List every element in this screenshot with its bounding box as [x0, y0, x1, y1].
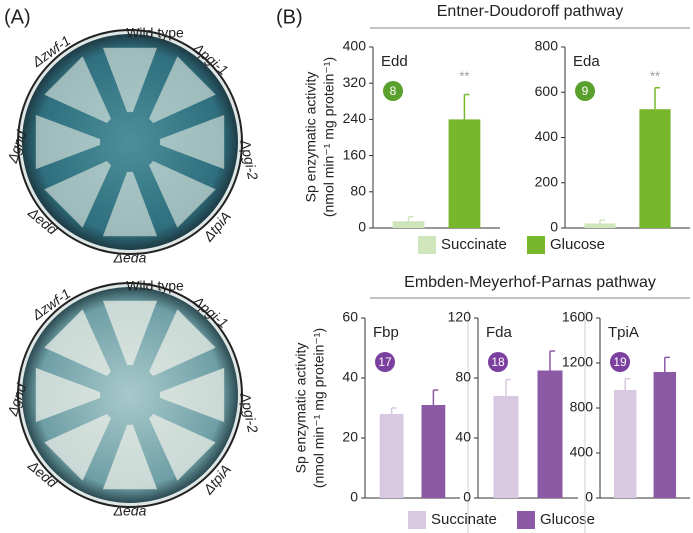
y-tick-label: 80: [350, 183, 366, 199]
y-tick-label: 400: [535, 128, 559, 144]
badge-number: 19: [613, 355, 627, 369]
y-tick-label: 320: [343, 74, 367, 90]
enzyme-label: Eda: [573, 53, 600, 70]
bar: [653, 372, 677, 498]
enzyme-label: TpiA: [608, 324, 639, 341]
y-tick-label: 80: [455, 369, 471, 385]
bar: [493, 396, 519, 498]
y-tick-label: 1200: [562, 354, 593, 370]
bacterial-streak: [35, 367, 101, 423]
bacterial-streak: [159, 367, 225, 423]
strain-label: Δeda: [113, 250, 147, 266]
panel-label: (A): [4, 6, 31, 28]
bacterial-streak: [149, 414, 216, 481]
section-title: Embden-Meyerhof-Parnas pathway: [404, 274, 656, 291]
y-tick-label: 1600: [562, 309, 593, 325]
y-axis-label: (nmol min⁻¹ mg protein⁻¹): [321, 57, 337, 217]
bar: [613, 390, 637, 498]
y-axis-label: Sp enzymatic activity: [293, 343, 309, 474]
badge: [383, 81, 403, 101]
strain-label: Wild type: [126, 278, 184, 294]
y-tick-label: 600: [535, 83, 559, 99]
y-tick-label: 200: [535, 173, 559, 189]
bacterial-streak: [44, 56, 111, 123]
significance: **: [459, 68, 469, 83]
strain-label: Δeda: [113, 503, 147, 519]
bar: [392, 221, 425, 228]
badge-number: 17: [378, 355, 392, 369]
panel-label: (B): [276, 6, 303, 28]
legend-label: Glucose: [540, 511, 595, 528]
y-tick-label: 120: [448, 309, 472, 325]
bar: [379, 414, 404, 498]
y-tick-label: 800: [570, 399, 594, 415]
badge-number: 18: [491, 355, 505, 369]
bacterial-streak: [35, 114, 101, 170]
y-tick-label: 400: [343, 38, 367, 54]
legend-label: Succinate: [441, 236, 507, 253]
badge-number: 9: [582, 84, 589, 98]
y-tick-label: 0: [463, 489, 471, 505]
y-tick-label: 240: [343, 110, 367, 126]
y-tick-label: 0: [358, 219, 366, 235]
legend-label: Succinate: [431, 511, 497, 528]
badge: [610, 352, 630, 372]
bar: [639, 109, 671, 228]
bacterial-streak: [149, 56, 216, 123]
y-tick-label: 0: [585, 489, 593, 505]
badge-number: 8: [390, 84, 397, 98]
enzyme-label: Edd: [381, 53, 408, 70]
strain-label: Wild type: [126, 25, 184, 41]
y-tick-label: 60: [342, 309, 358, 325]
y-tick-label: 400: [570, 444, 594, 460]
legend-swatch: [517, 511, 535, 529]
bacterial-streak: [102, 424, 158, 490]
legend-swatch: [408, 511, 426, 529]
badge: [375, 352, 395, 372]
bacterial-streak: [149, 161, 216, 228]
enzyme-label: Fda: [486, 324, 513, 341]
section-title: Entner-Doudoroff pathway: [437, 3, 623, 20]
y-tick-label: 0: [350, 489, 358, 505]
y-tick-label: 800: [535, 38, 559, 54]
y-axis-label: (nmol min⁻¹ mg protein⁻¹): [311, 328, 327, 488]
y-tick-label: 40: [455, 429, 471, 445]
y-axis-label: Sp enzymatic activity: [303, 72, 319, 203]
legend-swatch: [418, 236, 436, 254]
bacterial-streak: [149, 309, 216, 376]
bacterial-streak: [44, 309, 111, 376]
bacterial-streak: [102, 47, 158, 113]
bar: [421, 405, 446, 498]
badge: [575, 81, 595, 101]
bacterial-streak: [159, 114, 225, 170]
legend-label: Glucose: [550, 236, 605, 253]
enzyme-label: Fbp: [373, 324, 399, 341]
bar: [584, 223, 616, 228]
bacterial-streak: [44, 414, 111, 481]
bacterial-streak: [102, 300, 158, 366]
significance: **: [650, 68, 660, 83]
bacterial-streak: [102, 171, 158, 237]
badge: [488, 352, 508, 372]
y-tick-label: 20: [342, 429, 358, 445]
y-tick-label: 0: [550, 219, 558, 235]
y-tick-label: 40: [342, 369, 358, 385]
bar: [537, 370, 563, 498]
bar: [448, 119, 481, 228]
legend-swatch: [527, 236, 545, 254]
y-tick-label: 160: [343, 146, 367, 162]
bacterial-streak: [44, 161, 111, 228]
